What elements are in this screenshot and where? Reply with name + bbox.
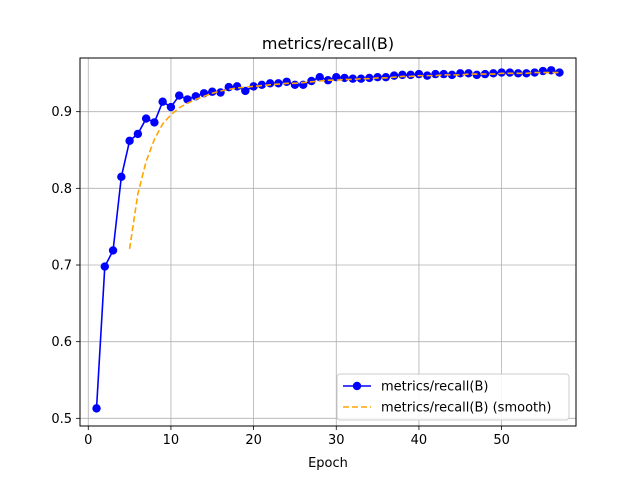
recall-data-point [439,69,448,79]
y-tick-label: 0.8 [51,182,72,197]
recall-data-point [447,70,457,80]
y-tick-label: 0.9 [51,105,72,120]
x-tick-label: 10 [163,433,180,448]
recall-data-point [265,79,275,88]
y-tick-label: 0.5 [51,412,72,427]
recall-data-point [150,118,159,127]
recall-data-point [92,404,101,413]
recall-data-point [117,172,126,182]
recall-data-point [290,80,300,90]
recall-data-point [431,69,440,79]
recall-data-point [125,136,134,145]
recall-data-point [249,82,258,91]
recall-data-point [100,262,110,271]
recall-data-point [414,69,424,79]
recall-data-point [340,73,349,83]
recall-data-point [389,71,399,80]
x-tick-label: 30 [328,433,345,448]
recall-data-point [141,114,151,123]
legend-box [336,373,570,421]
recall-data-point [555,68,564,77]
x-tick-label: 40 [411,433,428,448]
recall-data-point [108,246,118,255]
recall-data-point [538,66,548,76]
grid [80,58,576,426]
legend-label: metrics/recall(B) (smooth) [381,401,551,416]
recall-data-point [315,72,324,82]
ticks: 0 10 20 30 40 50 0.5 0.6 0.7 0.8 0.9 [51,105,510,448]
y-tick-label: 0.6 [51,335,72,350]
recall-data-point [166,102,176,112]
recall-data-point [232,82,242,91]
legend: metrics/recall(B) metrics/recall(B) (smoo… [336,373,570,421]
legend-marker [352,381,362,391]
recall-data-point [241,86,250,96]
recall-data-point [175,91,184,100]
x-tick-label: 0 [84,433,92,448]
recall-data-point [398,70,407,80]
recall-data-point [356,74,366,83]
plot-frame [79,57,577,427]
legend-label: metrics/recall(B) [381,380,488,395]
series-layer [92,66,564,413]
x-tick-label: 50 [493,433,510,448]
recall-data-point [456,69,465,78]
recall-data-point [348,74,357,83]
x-tick-label: 20 [245,433,262,448]
recall-data-point [464,69,473,78]
x-axis-label: Epoch [308,456,348,471]
recall-data-point [282,77,291,86]
recall-data-point [208,87,217,96]
y-tick-label: 0.7 [51,259,72,274]
chart-title: metrics/recall(B) [262,34,394,53]
recall-data-point [133,129,143,139]
recall-data-point [158,97,167,106]
recall-data-point [406,70,415,80]
